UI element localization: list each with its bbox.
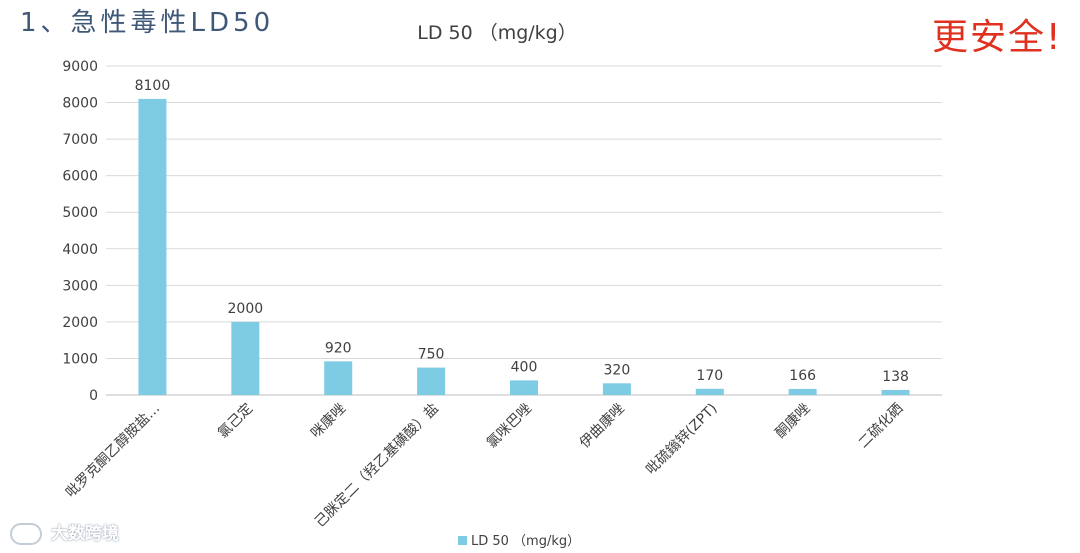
data-label: 750 — [418, 347, 445, 363]
watermark-logo-icon — [10, 523, 42, 545]
y-tick-label: 9000 — [62, 59, 98, 75]
bars — [138, 98, 910, 396]
value-labels: 8100 2000 920 750 400 320 170 166 138 — [135, 78, 909, 385]
y-tick-label: 2000 — [62, 315, 98, 331]
x-tick-label: 二硫化硒 — [855, 401, 906, 452]
y-tick-label: 4000 — [62, 242, 98, 258]
y-tick-label: 8000 — [62, 96, 98, 112]
y-tick-label: 7000 — [62, 132, 98, 148]
x-tick-label: 吡硫鎓锌(ZPT) — [643, 401, 720, 478]
slide-title: 1、急性毒性LD50 — [20, 8, 275, 38]
data-label: 138 — [882, 369, 909, 385]
bar — [602, 383, 631, 395]
y-tick-label: 0 — [89, 388, 98, 404]
data-label: 400 — [511, 359, 538, 375]
x-tick-label: 伊曲康唑 — [576, 400, 628, 452]
bar — [788, 388, 817, 395]
y-tick-label: 1000 — [62, 351, 98, 367]
data-label: 320 — [604, 362, 631, 378]
watermark: 大数跨境 — [10, 519, 119, 545]
watermark-text: 大数跨境 — [50, 524, 119, 544]
bar — [417, 367, 446, 395]
data-label: 166 — [789, 368, 816, 384]
y-tick-label: 3000 — [62, 278, 98, 294]
y-axis-ticks: 0 1000 2000 3000 4000 5000 6000 7000 8000 9000 — [62, 59, 98, 404]
safety-note: 更安全! — [932, 17, 1063, 58]
x-tick-label: 咪康唑 — [307, 400, 349, 442]
x-tick-label: 吡罗克酮乙醇胺盐… — [62, 400, 163, 501]
legend-label: LD 50 （mg/kg） — [471, 534, 580, 549]
chart-title: LD 50 （mg/kg） — [417, 22, 577, 44]
bar — [324, 361, 353, 395]
data-label: 2000 — [228, 301, 264, 317]
bar — [695, 388, 724, 395]
gridlines — [106, 65, 942, 396]
data-label: 8100 — [135, 78, 171, 94]
data-label: 920 — [325, 340, 352, 356]
y-tick-label: 5000 — [62, 205, 98, 221]
x-tick-label: 酮康唑 — [772, 400, 814, 442]
legend: LD 50 （mg/kg） — [458, 534, 580, 549]
bar — [510, 380, 538, 395]
y-tick-label: 6000 — [62, 169, 98, 185]
bar — [231, 321, 260, 395]
x-tick-label: 氯己定 — [215, 401, 256, 442]
x-tick-label: 氯咪巴唑 — [484, 401, 535, 452]
data-label: 170 — [696, 368, 723, 384]
legend-swatch — [458, 536, 467, 545]
bar — [881, 389, 910, 395]
bar — [138, 98, 167, 396]
